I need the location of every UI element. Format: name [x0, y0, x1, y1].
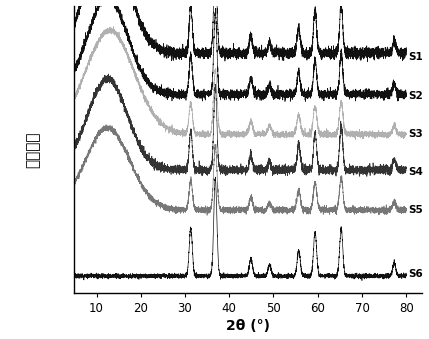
Text: S6: S6: [408, 269, 423, 279]
Text: S4: S4: [408, 167, 423, 177]
Text: 相对强度: 相对强度: [25, 131, 40, 168]
Text: S3: S3: [408, 129, 423, 139]
Text: S2: S2: [408, 92, 423, 101]
Text: S1: S1: [408, 53, 423, 62]
Text: S5: S5: [408, 205, 423, 215]
X-axis label: 2θ (°): 2θ (°): [226, 319, 270, 334]
